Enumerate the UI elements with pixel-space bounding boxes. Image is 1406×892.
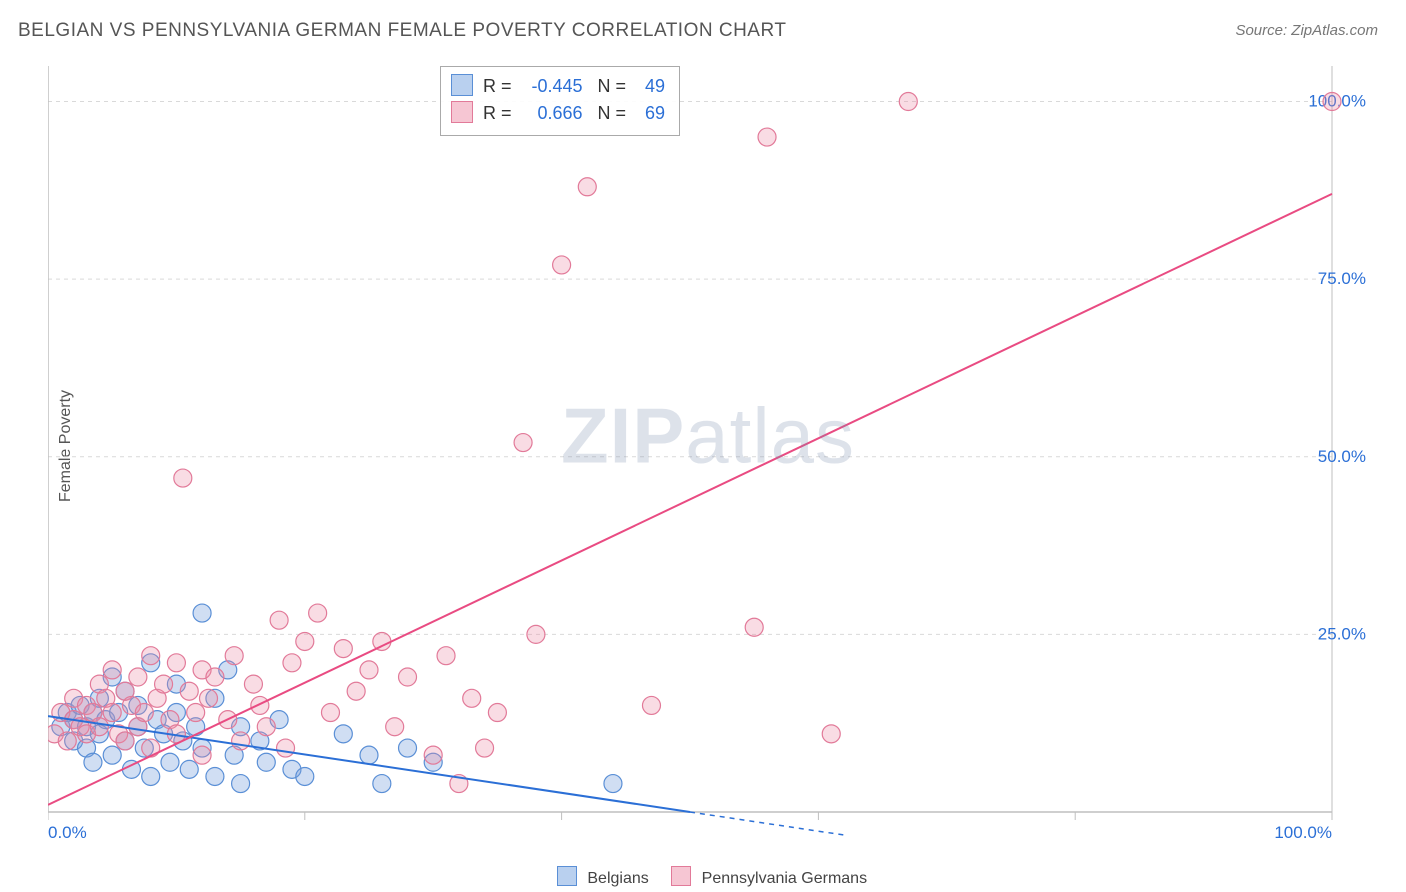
legend-swatch-belgians — [557, 866, 577, 886]
correlation-legend: R = -0.445 N = 49R = 0.666 N = 69 — [440, 66, 680, 136]
svg-text:25.0%: 25.0% — [1318, 624, 1366, 643]
chart-title: BELGIAN VS PENNSYLVANIA GERMAN FEMALE PO… — [18, 20, 786, 42]
chart-area: 25.0%50.0%75.0%100.0%0.0%100.0% ZIPatlas — [48, 62, 1368, 842]
svg-text:100.0%: 100.0% — [1274, 823, 1332, 842]
svg-text:0.0%: 0.0% — [48, 823, 87, 842]
legend-label-belgians: Belgians — [587, 870, 648, 887]
svg-text:50.0%: 50.0% — [1318, 447, 1366, 466]
legend-swatch-penn-germans — [671, 866, 691, 886]
stats-row: R = -0.445 N = 49 — [451, 73, 665, 100]
scatter-plot: 25.0%50.0%75.0%100.0%0.0%100.0% — [48, 62, 1368, 842]
series-legend: Belgians Pennsylvania Germans — [0, 866, 1406, 888]
source-attribution: Source: ZipAtlas.com — [1235, 22, 1378, 39]
stats-row: R = 0.666 N = 69 — [451, 100, 665, 127]
legend-label-penn-germans: Pennsylvania Germans — [702, 870, 867, 887]
svg-text:75.0%: 75.0% — [1318, 269, 1366, 288]
